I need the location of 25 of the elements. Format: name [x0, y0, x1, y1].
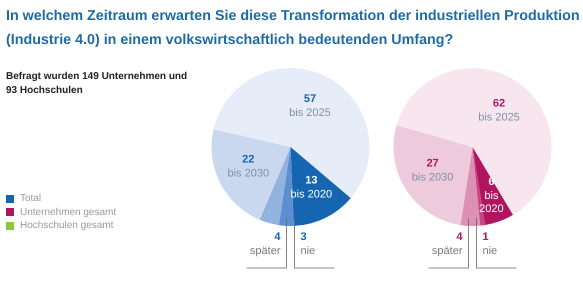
- data-label: 4: [456, 231, 464, 243]
- text: Hochschulen gesamt: [20, 219, 114, 232]
- text: Befragt wurden 149 Unternehmen und 93 Hochschulen: [6, 70, 188, 98]
- slice-label: nie: [300, 245, 316, 257]
- slice-label: bis 2020: [290, 188, 332, 201]
- slice-label: später: [432, 245, 463, 257]
- data-label: 6: [488, 176, 494, 188]
- slice-label: bis 2020: [479, 190, 504, 215]
- text: Unternehmen gesamt: [20, 206, 116, 219]
- slice-label: später: [250, 245, 281, 257]
- data-label: 13: [305, 174, 318, 187]
- slice-label: bis 2025: [289, 107, 331, 120]
- data-label: 3: [300, 231, 307, 243]
- data-label: 62: [492, 98, 506, 110]
- data-label: 57: [304, 93, 316, 106]
- slice-label: bis 2030: [227, 168, 270, 180]
- slice-label: nie: [482, 245, 498, 257]
- text: Total: [20, 192, 42, 206]
- data-label: 27: [426, 158, 439, 170]
- data-label: 22: [242, 154, 254, 166]
- slice-label: bis 2025: [478, 112, 520, 124]
- slice-label: bis 2030: [412, 172, 454, 184]
- text: In welchem Zeitraum erwarten Sie diese Transformation der industriellen Produktion (Industrie 4.0) in einem volkswirtschaftlich bedeutenden Umfang?: [6, 7, 581, 50]
- data-label: 4: [274, 231, 282, 243]
- data-label: 1: [482, 231, 489, 243]
